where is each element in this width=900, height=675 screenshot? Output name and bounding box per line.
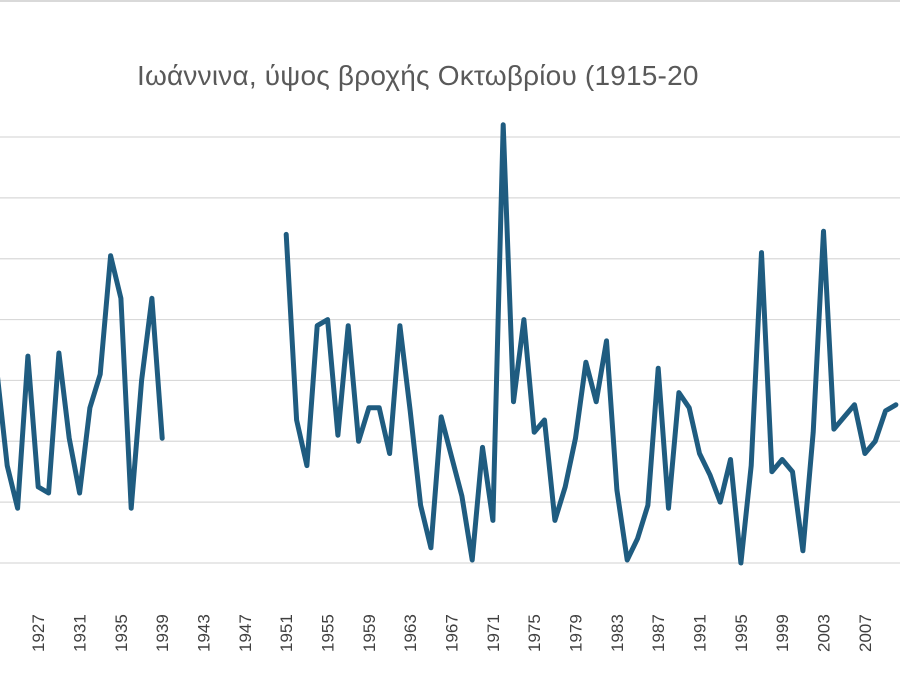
- x-tick-label: 1967: [443, 614, 462, 652]
- x-tick-label: 1935: [112, 614, 131, 652]
- x-tick-label: 1987: [649, 614, 668, 652]
- x-tick-label: 2007: [856, 614, 875, 652]
- x-tick-label: 1979: [567, 614, 586, 652]
- x-tick-label: 1947: [236, 614, 255, 652]
- series-line-0: [0, 122, 899, 566]
- x-tick-label: 1939: [153, 614, 172, 652]
- x-tick-label: 1991: [691, 614, 710, 652]
- x-tick-label: 1951: [277, 614, 296, 652]
- x-tick-label: 1963: [401, 614, 420, 652]
- x-tick-label: 1959: [360, 614, 379, 652]
- x-tick-label: 1931: [71, 614, 90, 652]
- x-axis-tick-labels: 1927 1931 1935 1939 1943 1947 1951 1955 1959 1963…: [29, 614, 875, 652]
- x-tick-label: 1999: [773, 614, 792, 652]
- x-tick-label: 1943: [195, 614, 214, 652]
- chart-title: Ιωάννινα, ύψος βροχής Οκτωβρίου (1915-20: [137, 60, 699, 91]
- x-tick-label: 2003: [815, 614, 834, 652]
- x-tick-label: 1955: [319, 614, 338, 652]
- series-group: [0, 122, 899, 566]
- x-tick-label: 1975: [525, 614, 544, 652]
- x-tick-label: 1971: [484, 614, 503, 652]
- x-tick-label: 1995: [732, 614, 751, 652]
- x-tick-label: 1927: [29, 614, 48, 652]
- x-tick-label: 1983: [608, 614, 627, 652]
